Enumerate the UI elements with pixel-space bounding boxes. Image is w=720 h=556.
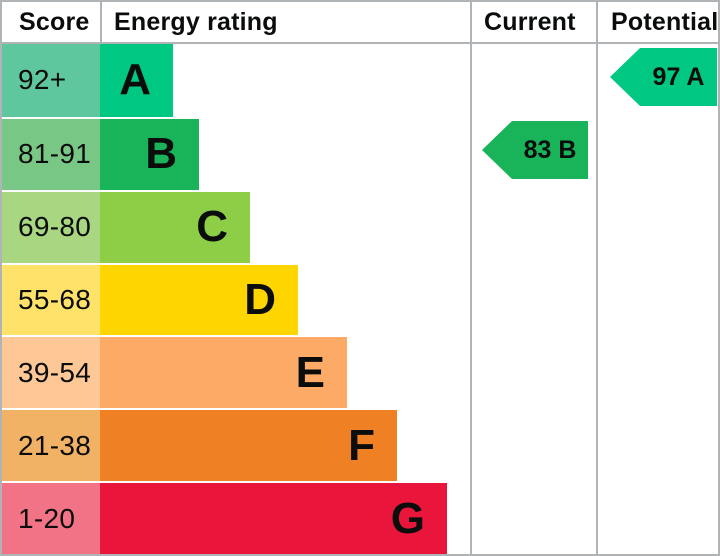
rating-letter-e: E: [295, 347, 325, 397]
rating-letter-a: A: [119, 55, 151, 105]
band-row-a: 92+ A: [2, 44, 718, 117]
rating-letter-d: D: [244, 275, 276, 324]
rating-letter-c: C: [196, 202, 228, 252]
chart-body: 92+ A 81-91 B 69-80 C 55-68 D 39-54 E 21-38 F 1-20 G 8…: [2, 44, 718, 554]
rating-bar-c: C: [100, 189, 250, 263]
score-cell-b: 81-91: [2, 116, 100, 190]
score-cell-a: 92+: [2, 44, 100, 117]
header-score: Score: [19, 7, 90, 36]
rating-bar-e: E: [100, 335, 347, 409]
band-row-b: 81-91 B: [2, 116, 718, 190]
band-row-c: 69-80 C: [2, 189, 718, 263]
header-current: Current: [470, 2, 596, 42]
current-column-divider: [470, 44, 472, 554]
rating-letter-b: B: [145, 129, 177, 179]
rating-bar-d: D: [100, 262, 298, 336]
potential-column-divider: [596, 44, 598, 554]
score-cell-d: 55-68: [2, 262, 100, 336]
band-row-e: 39-54 E: [2, 335, 718, 409]
rating-bar-a: A: [100, 44, 173, 117]
band-row-g: 1-20 G: [2, 481, 718, 554]
score-cell-f: 21-38: [2, 408, 100, 482]
rating-bar-b: B: [100, 116, 199, 190]
header-row: Score Energy rating Current Potential: [2, 2, 718, 44]
score-cell-e: 39-54: [2, 335, 100, 409]
rating-letter-g: G: [390, 493, 425, 543]
header-energy-rating: Energy rating: [100, 2, 470, 42]
header-potential: Potential: [596, 2, 718, 42]
rating-letter-f: F: [348, 420, 375, 470]
rating-bar-f: F: [100, 408, 397, 482]
rating-bar-g: G: [100, 481, 447, 554]
band-row-d: 55-68 D: [2, 262, 718, 336]
score-cell-g: 1-20: [2, 481, 100, 554]
band-row-f: 21-38 F: [2, 408, 718, 482]
score-cell-c: 69-80: [2, 189, 100, 263]
